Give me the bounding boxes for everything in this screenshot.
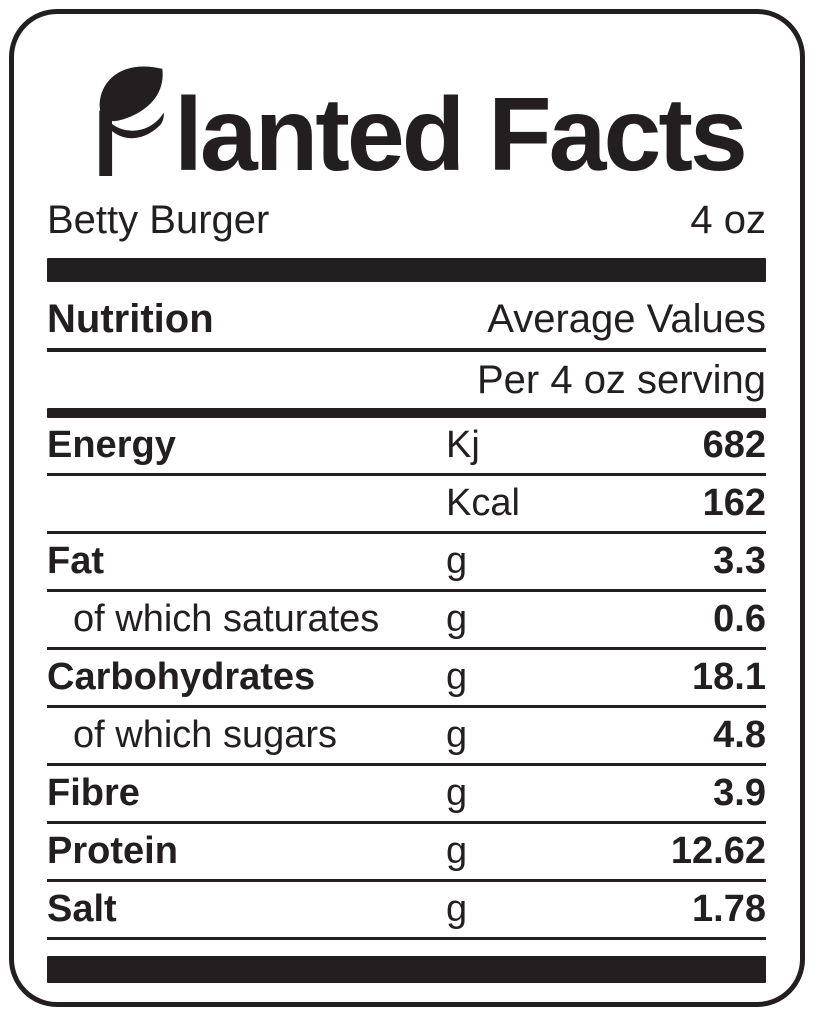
- row-label: of which saturates: [73, 598, 380, 640]
- row-value: 3.3: [713, 540, 766, 582]
- table-row-energy: Energy Kj 682: [47, 418, 766, 476]
- table-row-fat: Fat g 3.3: [47, 534, 766, 592]
- row-unit: Kj: [446, 424, 480, 466]
- row-value: 3.9: [713, 772, 766, 814]
- divider-bar-bottom: [47, 956, 766, 983]
- table-row-sugars: of which sugars g 4.8: [47, 708, 766, 766]
- leaf-icon: [99, 66, 164, 176]
- table-row-carbohydrates: Carbohydrates g 18.1: [47, 650, 766, 708]
- row-label: of which sugars: [73, 714, 338, 756]
- table-row-saturates: of which saturates g 0.6: [47, 592, 766, 650]
- row-value: 162: [702, 482, 766, 524]
- table-header: Nutrition Average Values: [47, 290, 766, 352]
- brand-logo: lanted Facts: [93, 64, 766, 193]
- row-value: 18.1: [692, 656, 766, 698]
- table-row-protein: Protein g 12.62: [47, 824, 766, 882]
- product-name: Betty Burger: [47, 198, 270, 242]
- row-unit: g: [446, 714, 468, 756]
- nutrition-label: lanted Facts Betty Burger 4 oz Nutrition…: [9, 9, 805, 1007]
- row-label: Protein: [47, 830, 178, 872]
- header-average-values: Average Values: [487, 296, 766, 341]
- row-value: 682: [702, 424, 766, 466]
- row-value: 12.62: [670, 830, 766, 872]
- divider-bar-mid: [47, 408, 766, 418]
- row-label: Salt: [47, 888, 117, 930]
- row-value: 0.6: [713, 598, 766, 640]
- product-size: 4 oz: [690, 198, 766, 242]
- row-label: Fibre: [47, 772, 140, 814]
- row-label: Carbohydrates: [47, 656, 316, 698]
- row-value: 4.8: [713, 714, 766, 756]
- brand-title: lanted Facts: [174, 76, 748, 193]
- table-subheader: Per 4 oz serving: [47, 352, 766, 408]
- row-value: 1.78: [692, 888, 766, 930]
- table-row-salt: Salt g 1.78: [47, 882, 766, 940]
- row-unit: g: [446, 540, 468, 582]
- serving-size-note: Per 4 oz serving: [476, 357, 766, 402]
- header-nutrition: Nutrition: [47, 296, 214, 341]
- row-label: Fat: [47, 540, 104, 582]
- table-row-energy-kcal: Kcal 162: [47, 476, 766, 534]
- divider-bar-top: [47, 258, 766, 282]
- row-label: Energy: [47, 424, 176, 466]
- row-unit: g: [446, 656, 468, 698]
- row-unit: g: [446, 888, 468, 930]
- row-unit: g: [446, 598, 468, 640]
- product-row: Betty Burger 4 oz: [47, 198, 766, 242]
- row-unit: g: [446, 772, 468, 814]
- row-unit: g: [446, 830, 468, 872]
- table-row-fibre: Fibre g 3.9: [47, 766, 766, 824]
- row-unit: Kcal: [446, 482, 520, 524]
